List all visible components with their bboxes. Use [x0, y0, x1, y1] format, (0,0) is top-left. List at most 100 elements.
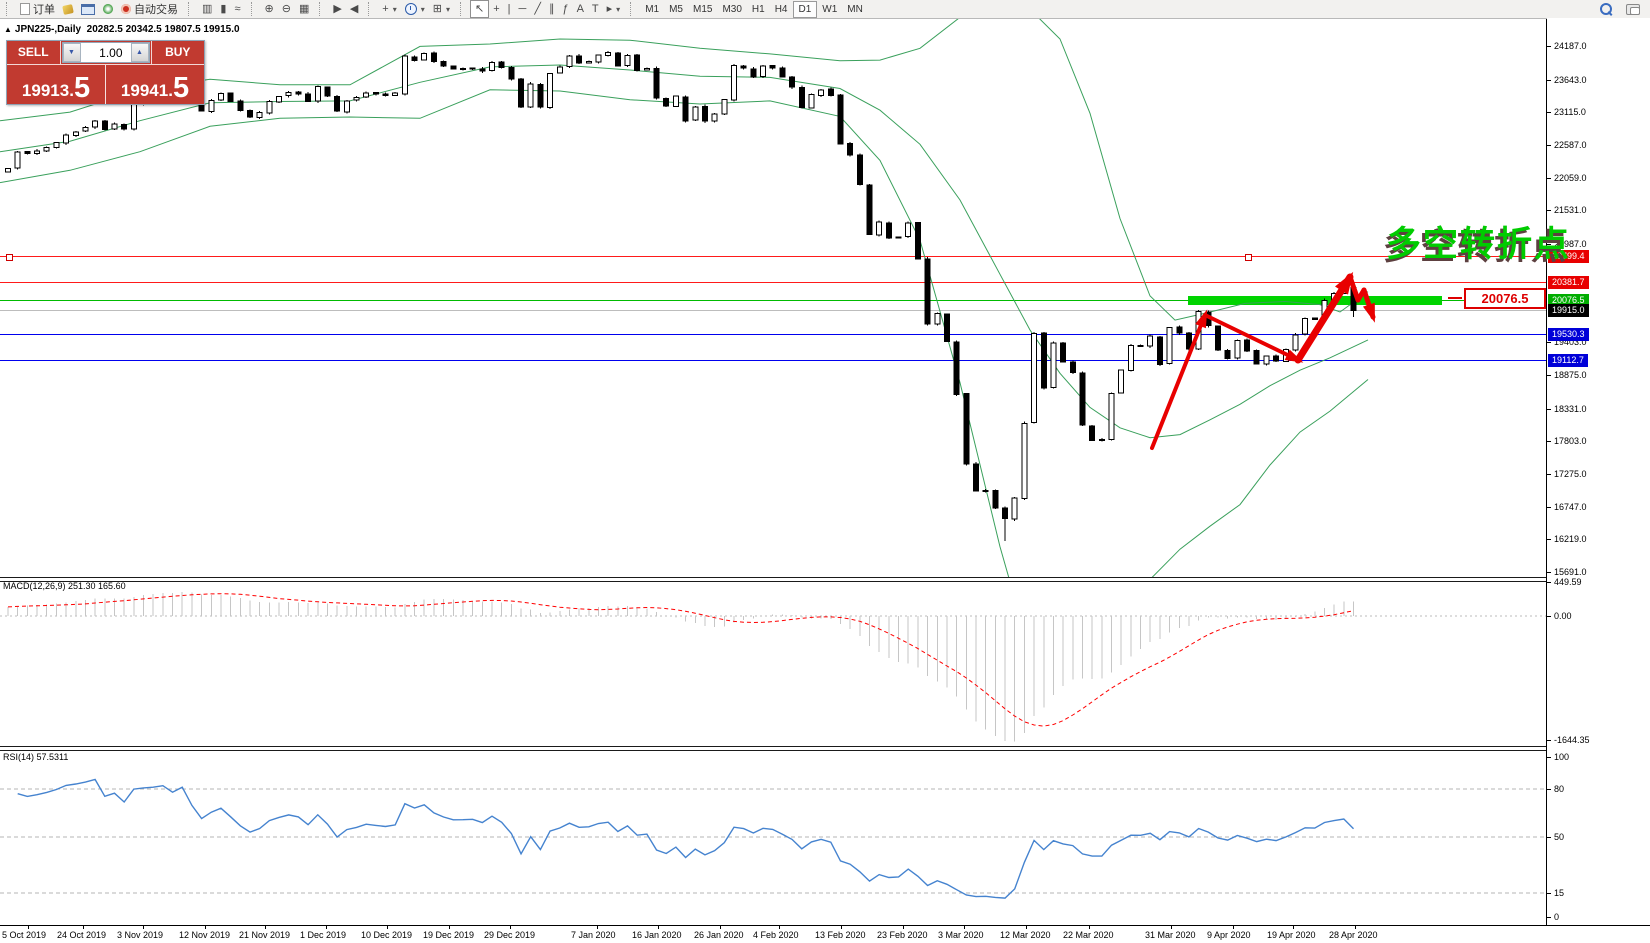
timeframe-button-m30[interactable]: M30	[722, 3, 742, 15]
toolbar-button-zoom-in[interactable]: ⊕	[261, 1, 278, 17]
toolbar-button-crosshair[interactable]: +	[489, 1, 503, 17]
price-axis-line	[1546, 19, 1547, 925]
price-line-19112.7[interactable]	[0, 360, 1546, 361]
macd-signal-line	[7, 593, 1354, 727]
toolbar-button-new-order[interactable]: 订单	[16, 1, 59, 17]
turning-point-annotation[interactable]: 多空转折点	[1386, 225, 1572, 264]
toolbar-button-line-chart[interactable]: ≈	[230, 1, 244, 17]
candle	[227, 92, 234, 102]
toolbar-button-market-watch-window[interactable]	[77, 1, 99, 17]
axis-tick	[1547, 46, 1551, 47]
toolbar-button-autotrading[interactable]: 自动交易	[117, 1, 182, 17]
rsi-pane[interactable]	[0, 750, 1546, 925]
chevron-down-icon[interactable]: ▾	[392, 4, 397, 14]
candle	[1021, 422, 1028, 500]
rsi-tick-label: 0	[1554, 912, 1560, 922]
chevron-down-icon[interactable]: ▾	[445, 4, 450, 14]
candle	[382, 93, 389, 96]
timeframe-button-h4[interactable]: H4	[774, 3, 788, 15]
axis-tick	[1547, 375, 1551, 376]
buy-button[interactable]: BUY	[150, 41, 205, 64]
toolbar-button-signals[interactable]	[99, 1, 117, 17]
bollinger-lower	[0, 89, 1369, 577]
sell-price[interactable]: 19913. 5	[7, 65, 106, 104]
toolbar-button-indicators[interactable]: ⊞ ▾	[429, 1, 454, 17]
support-band[interactable]	[1188, 296, 1442, 305]
toolbar-button-cursor[interactable]: ↖	[470, 0, 490, 18]
toolbar-button-candlestick-chart[interactable]: ▮	[216, 1, 230, 17]
toolbar-button-chart-shift[interactable]: ◀	[346, 1, 362, 17]
timeframe-button-w1[interactable]: W1	[822, 3, 838, 15]
candle	[34, 150, 40, 154]
sell-button[interactable]: SELL	[7, 41, 61, 64]
arrows-icon: ▸	[606, 3, 613, 15]
price-line-19530.3[interactable]	[0, 334, 1546, 335]
candle	[547, 73, 554, 109]
macd-pane[interactable]	[0, 581, 1546, 745]
toolbar-button-bars-chart[interactable]: ▥	[198, 1, 216, 17]
timeframe-button-m1[interactable]: M1	[645, 3, 660, 15]
candle	[1147, 335, 1154, 347]
price-line-19915.0[interactable]	[0, 310, 1546, 311]
price-tick-label: 16219.0	[1554, 534, 1587, 544]
toolbar-button-chat[interactable]	[1622, 1, 1644, 17]
toolbar-button-auto-scroll[interactable]: ▶	[329, 1, 345, 17]
toolbar-button-channel[interactable]: ∥	[545, 1, 559, 17]
toolbar-button-periods[interactable]: ▾	[401, 1, 429, 17]
toolbar-button-zoom-out[interactable]: ⊖	[278, 1, 295, 17]
toolbar-button-fibonacci[interactable]: ƒ	[558, 1, 572, 17]
toolbar-button-trendline[interactable]: ╱	[530, 1, 545, 17]
toolbar-button-text[interactable]: A	[573, 1, 588, 17]
toolbar-button-symbol-search[interactable]	[1596, 1, 1616, 17]
main-chart-pane[interactable]	[0, 19, 1546, 577]
price-line-20381.7[interactable]	[0, 282, 1546, 283]
axis-tick	[1547, 342, 1551, 343]
candle	[818, 89, 825, 96]
toolbar-button-vertical-line[interactable]: |	[504, 1, 515, 17]
timeframe-button-m15[interactable]: M15	[693, 3, 713, 15]
time-axis[interactable]: 5 Oct 2019 24 Oct 2019 3 Nov 2019 12 Nov 20…	[0, 926, 1650, 943]
candle	[731, 64, 737, 101]
toolbar-button-new-chart[interactable]: + ▾	[378, 1, 400, 17]
toolbar-button-arrows[interactable]: ▸ ▾	[603, 1, 625, 17]
candle	[953, 341, 960, 395]
price-axis[interactable]: 24187.0 23643.0 23115.0 22587.0 22059.0 21531…	[1547, 18, 1650, 925]
auto-scroll-icon: ▶	[333, 3, 342, 15]
toolbar: 订单 自动交易 ▥ ▮ ≈ ⊕ ⊖ ▦ ▶ ◀ + ▾ ▾ ⊞ ▾ ↖ + | ─ ╱ ∥ ƒ A T ▸ ▾ M1 M5 M15 M30…	[0, 0, 1650, 19]
pane-separator[interactable]	[0, 577, 1650, 582]
candle	[237, 100, 244, 111]
candle	[566, 55, 573, 67]
candle	[479, 68, 486, 72]
candle	[1292, 334, 1299, 351]
timeframe-button-d1[interactable]: D1	[792, 0, 818, 18]
level-price-box[interactable]: 20076.5	[1464, 288, 1546, 309]
volume-decrease-button[interactable]: ▼	[62, 43, 81, 62]
volume-input[interactable]	[80, 43, 131, 62]
zigzag-arrows[interactable]	[1150, 268, 1381, 450]
timeframe-button-mn[interactable]: MN	[847, 3, 863, 15]
candle	[944, 313, 950, 342]
buy-price[interactable]: 19941. 5	[106, 65, 204, 104]
pane-separator[interactable]	[0, 746, 1650, 751]
line-handle[interactable]	[1245, 254, 1252, 261]
toolbar-button-text-label[interactable]: T	[588, 1, 603, 17]
date-tick	[903, 926, 904, 929]
toolbar-button-tile-windows[interactable]: ▦	[295, 1, 313, 17]
quote-header: SELL ▼ ▲ BUY	[7, 41, 204, 65]
candle	[401, 55, 408, 95]
toolbar-button-history-center[interactable]	[59, 1, 77, 17]
zoom-in-icon: ⊕	[264, 3, 274, 15]
toolbar-button-horizontal-line[interactable]: ─	[515, 1, 531, 17]
date-tick	[597, 926, 598, 929]
new-order-icon	[20, 3, 30, 15]
price-badge-20799.4: 20799.4	[1548, 250, 1589, 263]
timeframe-button-m5[interactable]: M5	[669, 3, 683, 15]
volume-increase-button[interactable]: ▲	[130, 43, 149, 62]
price-line-20076.5[interactable]	[0, 300, 1546, 301]
timeframe-button-h1[interactable]: H1	[751, 3, 765, 15]
date-tick	[265, 926, 266, 929]
chevron-down-icon[interactable]: ▾	[420, 4, 425, 14]
price-line-20799.4[interactable]	[0, 256, 1546, 257]
line-handle[interactable]	[6, 254, 13, 261]
chevron-down-icon[interactable]: ▾	[616, 4, 621, 14]
